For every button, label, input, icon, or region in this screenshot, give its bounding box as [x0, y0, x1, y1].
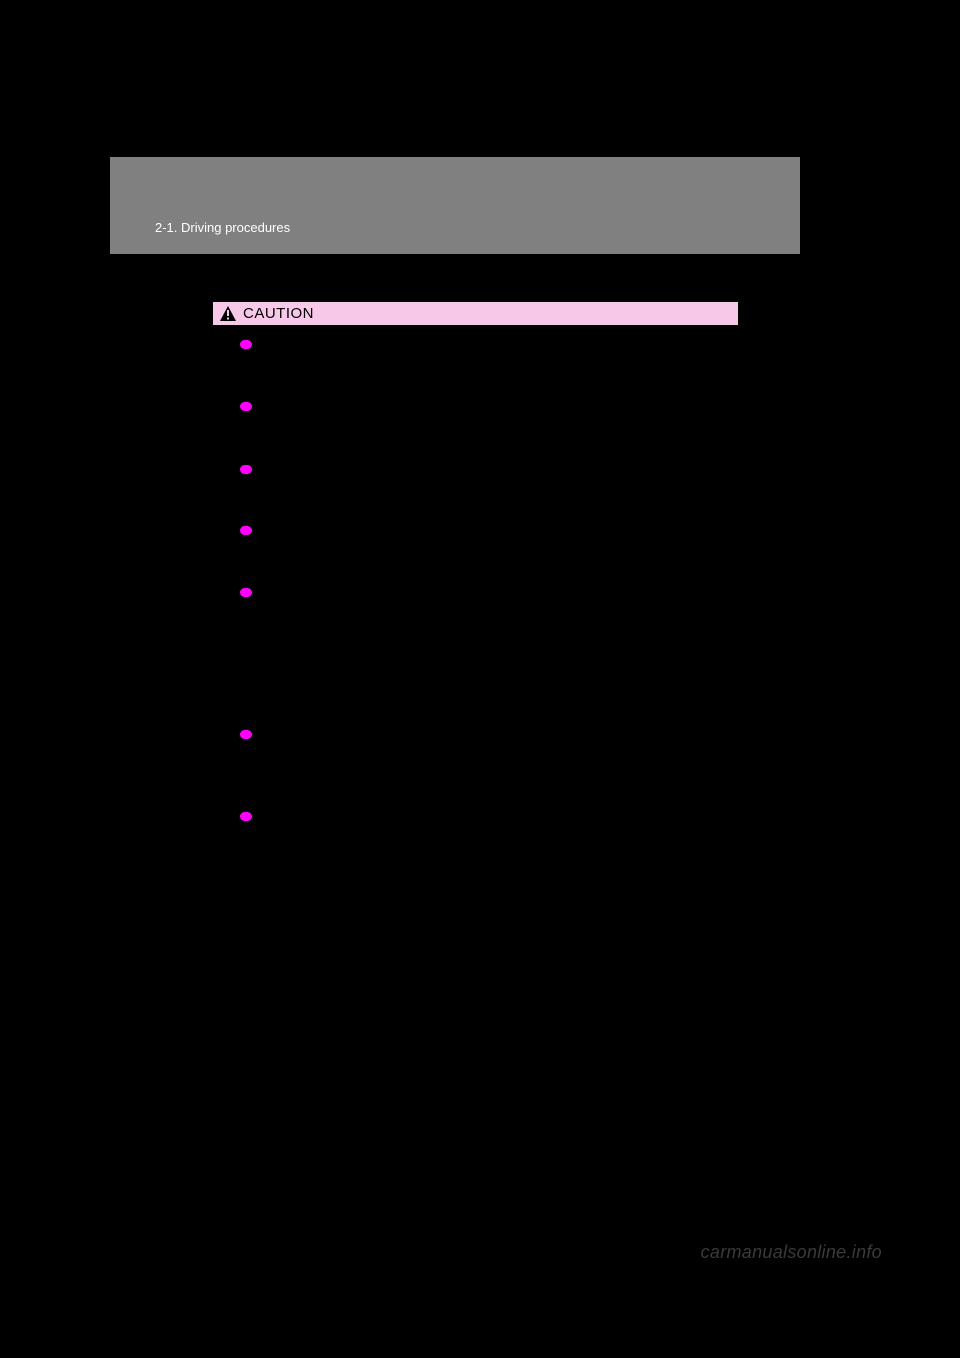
- caution-bullet-icon: [240, 730, 252, 739]
- caution-bullet-icon: [240, 340, 252, 349]
- caution-bullet-icon: [240, 526, 252, 535]
- watermark-text: carmanualsonline.info: [701, 1242, 882, 1263]
- caution-label: CAUTION: [243, 305, 314, 322]
- warning-triangle-icon: [219, 305, 237, 323]
- section-label: 2-1. Driving procedures: [155, 220, 290, 235]
- caution-bullet-icon: [240, 465, 252, 474]
- caution-bullet-icon: [240, 812, 252, 821]
- caution-bullet-icon: [240, 402, 252, 411]
- caution-bullet-icon: [240, 588, 252, 597]
- caution-header: CAUTION: [213, 302, 738, 325]
- section-header-bar: [110, 157, 800, 254]
